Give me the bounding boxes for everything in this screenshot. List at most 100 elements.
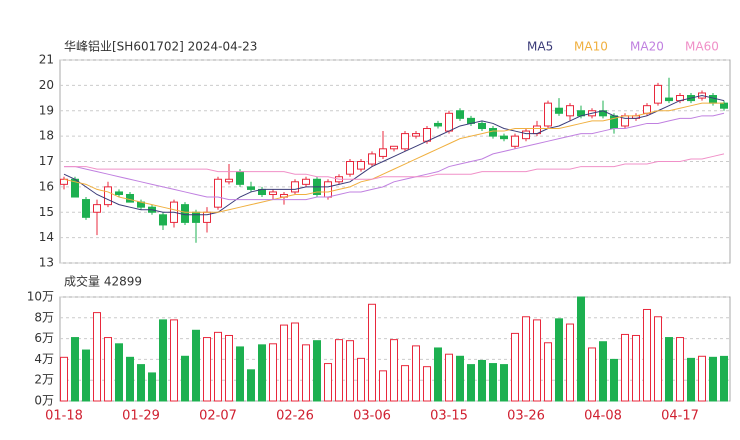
- candle-body: [269, 191, 277, 195]
- volume-bar: [137, 364, 145, 402]
- candle-body: [401, 133, 409, 150]
- volume-bar: [478, 359, 486, 402]
- price-frame: [59, 59, 731, 264]
- x-tick-label: 01-29: [122, 409, 160, 424]
- volume-bar: [214, 331, 222, 402]
- volume-bar: [577, 296, 585, 402]
- volume-title: 成交量 42899: [64, 274, 142, 289]
- legend-label: MA5: [527, 40, 553, 54]
- candle-body: [302, 178, 310, 185]
- volume-bar: [423, 366, 431, 402]
- candle-body: [423, 128, 431, 142]
- volume-bar: [709, 356, 717, 402]
- volume-bar: [291, 322, 299, 402]
- y-tick-label: 13: [39, 256, 54, 270]
- volume-bar: [104, 337, 112, 402]
- volume-bar: [676, 337, 684, 402]
- volume-bar: [610, 358, 618, 402]
- volume-bar: [467, 364, 475, 402]
- volume-bar: [489, 363, 497, 402]
- candle-body: [214, 178, 222, 208]
- volume-bar: [412, 345, 420, 402]
- candle-body: [445, 112, 453, 132]
- volume-bar: [82, 349, 90, 402]
- candle-body: [709, 95, 717, 104]
- candle-body: [291, 181, 299, 193]
- candle-body: [159, 214, 167, 226]
- volume-bar: [643, 308, 651, 402]
- volume-bar: [126, 356, 134, 402]
- y-tick-label: 15: [39, 205, 54, 219]
- ma-line: [63, 95, 725, 216]
- volume-bar: [60, 356, 68, 402]
- volume-bar: [522, 316, 530, 402]
- candle-body: [104, 186, 112, 206]
- legend-label: MA10: [574, 40, 608, 54]
- volume-bar: [445, 353, 453, 402]
- candle-body: [192, 211, 200, 223]
- legend-label: MA20: [630, 40, 664, 54]
- volume-bar: [511, 332, 519, 402]
- candle-body: [115, 191, 123, 195]
- volume-bar: [621, 333, 629, 402]
- candle-body: [412, 133, 420, 137]
- candle-body: [434, 122, 442, 127]
- x-tick-label: 04-17: [661, 409, 699, 424]
- volume-bar: [357, 357, 365, 402]
- volume-bar: [148, 372, 156, 402]
- y-tick-label: 2万: [34, 373, 54, 387]
- y-tick-label: 19: [39, 103, 54, 117]
- volume-bar: [159, 319, 167, 402]
- candle-body: [544, 102, 552, 127]
- candle-body: [500, 135, 508, 140]
- volume-bar: [302, 344, 310, 402]
- volume-bar: [456, 355, 464, 402]
- candle-body: [665, 97, 673, 102]
- ma-line: [64, 112, 725, 201]
- y-tick-label: 0万: [34, 394, 54, 408]
- candle-body: [225, 178, 233, 183]
- y-tick-label: 16: [39, 179, 54, 193]
- candle-body: [126, 193, 134, 203]
- volume-bar: [115, 343, 123, 402]
- volume-bar: [170, 319, 178, 402]
- volume-bar: [236, 346, 244, 402]
- volume-bar: [335, 339, 343, 402]
- candle-body: [511, 135, 519, 147]
- volume-bar: [368, 303, 376, 402]
- candle-body: [346, 161, 354, 175]
- chart-title: 华峰铝业[SH601702] 2024-04-23: [64, 39, 257, 54]
- x-tick-label: 02-07: [199, 409, 237, 424]
- candle-body: [247, 186, 255, 190]
- volume-bar: [533, 319, 541, 402]
- candle-body: [379, 148, 387, 157]
- volume-bar: [555, 318, 563, 402]
- candle-body: [236, 171, 244, 185]
- volume-bar: [258, 344, 266, 402]
- x-tick-label: 02-26: [276, 409, 314, 424]
- candle-body: [478, 122, 486, 130]
- volume-bar: [544, 342, 552, 402]
- y-tick-label: 18: [39, 129, 54, 143]
- volume-bar: [720, 355, 728, 402]
- volume-bar: [588, 347, 596, 402]
- volume-bar: [269, 343, 277, 402]
- volume-bar: [401, 365, 409, 402]
- y-tick-label: 20: [39, 78, 54, 92]
- volume-bar: [346, 340, 354, 402]
- x-tick-label: 03-15: [430, 409, 468, 424]
- y-tick-label: 8万: [34, 310, 54, 324]
- volume-bar: [599, 341, 607, 402]
- legend-label: MA60: [685, 40, 719, 54]
- volume-bar: [203, 337, 211, 402]
- candle-body: [324, 181, 332, 198]
- x-tick-label: 03-06: [353, 409, 391, 424]
- volume-bar: [632, 334, 640, 402]
- y-tick-label: 17: [39, 154, 54, 168]
- candle-body: [368, 153, 376, 165]
- volume-bar: [698, 355, 706, 402]
- candle-body: [643, 105, 651, 114]
- x-tick-label: 03-26: [507, 409, 545, 424]
- candle-body: [357, 161, 365, 170]
